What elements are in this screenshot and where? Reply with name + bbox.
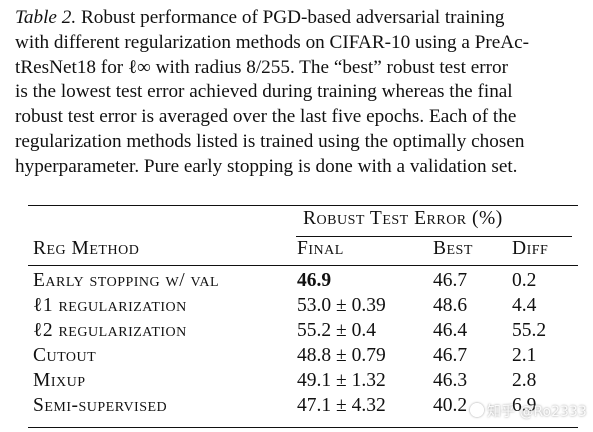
- row-method-cutout: Cutout: [33, 345, 97, 366]
- row-best-semi-supervised: 40.2: [433, 395, 468, 416]
- row-diff-cutout: 2.1: [512, 345, 537, 366]
- zhihu-logo-icon: [470, 403, 484, 417]
- row-diff-semi-supervised: 6.9: [512, 395, 537, 416]
- row-best-mixup: 46.3: [433, 370, 468, 391]
- caption-line-2: with different regularization methods on…: [15, 31, 530, 53]
- row-final-l1: 53.0 ± 0.39: [297, 295, 386, 316]
- group-header-rule: [296, 236, 572, 237]
- caption-line-6: regularization methods listed is trained…: [15, 130, 525, 152]
- table-header-rule: [28, 265, 578, 266]
- row-diff-l2: 55.2: [512, 320, 547, 341]
- row-best-cutout: 46.7: [433, 345, 468, 366]
- caption-line-1: Table 2. Robust performance of PGD-based…: [15, 6, 587, 31]
- column-header-method: Reg Method: [33, 238, 140, 259]
- row-diff-mixup: 2.8: [512, 370, 537, 391]
- row-best-early-stopping: 46.7: [433, 270, 468, 291]
- column-header-best: Best: [433, 238, 473, 259]
- row-method-l2: ℓ2 regularization: [33, 320, 187, 341]
- column-header-diff: Diff: [512, 238, 549, 259]
- table-bottom-rule: [28, 427, 578, 429]
- watermark-text: 知乎 @Ro2333: [487, 404, 587, 420]
- row-diff-l1: 4.4: [512, 295, 537, 316]
- row-best-l2: 46.4: [433, 320, 468, 341]
- caption-line-7: hyperparameter. Pure early stopping is d…: [15, 155, 518, 177]
- table-top-rule: [28, 205, 578, 207]
- row-final-early-stopping: 46.9: [297, 270, 332, 291]
- row-method-semi-supervised: Semi-supervised: [33, 395, 168, 416]
- row-diff-early-stopping: 0.2: [512, 270, 537, 291]
- group-header: Robust Test Error (%): [303, 208, 503, 229]
- row-final-mixup: 49.1 ± 1.32: [297, 370, 386, 391]
- row-method-mixup: Mixup: [33, 370, 86, 391]
- caption-line-3: tResNet18 for ℓ∞ with radius 8/255. The …: [15, 56, 509, 78]
- row-best-l1: 48.6: [433, 295, 468, 316]
- table-caption: Table 2. Robust performance of PGD-based…: [15, 6, 587, 180]
- caption-line-5: robust test error is averaged over the l…: [15, 106, 517, 128]
- watermark: 知乎 @Ro2333: [470, 401, 587, 421]
- caption-line-4: is the lowest test error achieved during…: [15, 81, 513, 103]
- row-method-l1: ℓ1 regularization: [33, 295, 187, 316]
- column-header-final: Final: [297, 238, 344, 259]
- caption-label: Table 2.: [15, 7, 77, 28]
- row-final-l2: 55.2 ± 0.4: [297, 320, 376, 341]
- row-final-cutout: 48.8 ± 0.79: [297, 345, 386, 366]
- caption-text: Robust performance of PGD-based adversar…: [76, 7, 505, 28]
- row-method-early-stopping: Early stopping w/ val: [33, 270, 219, 291]
- row-final-semi-supervised: 47.1 ± 4.32: [297, 395, 386, 416]
